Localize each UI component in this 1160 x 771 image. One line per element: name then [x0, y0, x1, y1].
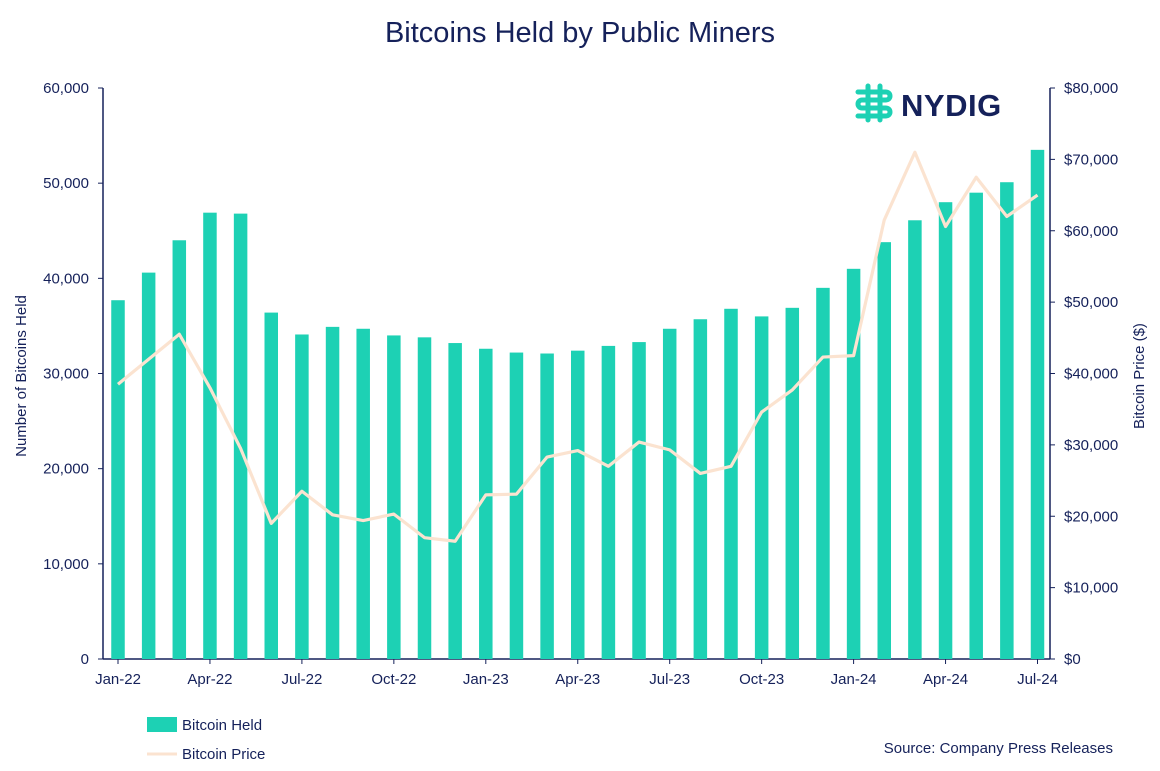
chart-title: Bitcoins Held by Public Miners	[385, 17, 775, 49]
left-axis-ticks: 0 10,000 20,000 30,000 40,000 50,000 60,000	[43, 80, 103, 668]
legend-label-bitcoin-held: Bitcoin Held	[182, 717, 262, 734]
x-tick-label: Jan-24	[831, 671, 877, 688]
bar	[877, 242, 891, 660]
x-tick-label: Jul-24	[1017, 671, 1058, 688]
x-tick-label: Jul-22	[281, 671, 322, 688]
bar	[387, 335, 401, 659]
bar	[693, 319, 708, 659]
bar	[509, 352, 524, 659]
bar	[969, 192, 983, 659]
bar	[1030, 149, 1045, 660]
x-tick-label: Apr-22	[187, 671, 232, 688]
x-tick-label: Oct-22	[371, 671, 416, 688]
left-tick-label: 20,000	[43, 461, 89, 478]
bar	[601, 345, 616, 659]
bar	[295, 334, 309, 659]
bar	[448, 343, 462, 659]
right-axis-ticks: $0 $10,000 $20,000 $30,000 $40,000 $50,000 $60…	[1050, 80, 1118, 668]
bar	[141, 272, 156, 659]
bar	[846, 268, 861, 659]
bar	[111, 300, 125, 659]
right-tick-label: $70,000	[1064, 151, 1118, 168]
left-tick-label: 30,000	[43, 366, 89, 383]
bar	[479, 348, 493, 659]
x-tick-label: Jul-23	[649, 671, 690, 688]
nydig-logo: NYDIG	[855, 83, 1002, 123]
left-tick-label: 10,000	[43, 556, 89, 573]
bar	[571, 350, 585, 659]
bar	[754, 316, 769, 659]
logo-text: NYDIG	[901, 88, 1002, 123]
bar	[662, 328, 677, 659]
bar	[785, 307, 800, 659]
bar	[724, 308, 738, 659]
price-line	[116, 150, 1039, 543]
bar	[172, 240, 187, 659]
x-tick-label: Oct-23	[739, 671, 784, 688]
right-tick-label: $10,000	[1064, 580, 1118, 597]
left-tick-label: 40,000	[43, 270, 89, 287]
right-tick-label: $20,000	[1064, 508, 1118, 525]
right-tick-label: $30,000	[1064, 437, 1118, 454]
left-tick-label: 60,000	[43, 80, 89, 97]
bar-series	[111, 149, 1045, 660]
bar	[632, 342, 646, 659]
bar	[325, 326, 340, 659]
legend-swatch-bars	[147, 717, 177, 732]
right-axis-label: Bitcoin Price ($)	[1131, 323, 1148, 429]
bar	[816, 287, 830, 659]
right-tick-label: $0	[1064, 651, 1081, 668]
bar	[908, 220, 922, 659]
x-axis-ticks: Jan-22 Apr-22 Jul-22 Oct-22 Jan-23 Apr-23 Jul-…	[95, 659, 1058, 688]
bar	[233, 213, 248, 659]
bar	[203, 212, 217, 660]
x-tick-label: Jan-22	[95, 671, 141, 688]
right-tick-label: $80,000	[1064, 80, 1118, 97]
right-tick-label: $40,000	[1064, 366, 1118, 383]
bar	[938, 202, 953, 659]
left-axis-label: Number of Bitcoins Held	[13, 295, 30, 457]
right-tick-label: $50,000	[1064, 294, 1118, 311]
nydig-logo-icon	[855, 83, 893, 123]
x-tick-label: Jan-23	[463, 671, 509, 688]
bar	[1000, 182, 1014, 659]
legend: Bitcoin Held Bitcoin Price	[147, 717, 265, 763]
right-tick-label: $60,000	[1064, 223, 1118, 240]
x-tick-label: Apr-24	[923, 671, 968, 688]
x-tick-label: Apr-23	[555, 671, 600, 688]
left-tick-label: 50,000	[43, 175, 89, 192]
bar	[356, 328, 370, 659]
bar	[417, 337, 432, 659]
left-tick-label: 0	[81, 651, 89, 668]
legend-label-bitcoin-price: Bitcoin Price	[182, 746, 265, 763]
bar	[264, 312, 278, 659]
source-note: Source: Company Press Releases	[884, 740, 1113, 757]
line-series	[116, 150, 1039, 543]
bar	[540, 353, 554, 659]
